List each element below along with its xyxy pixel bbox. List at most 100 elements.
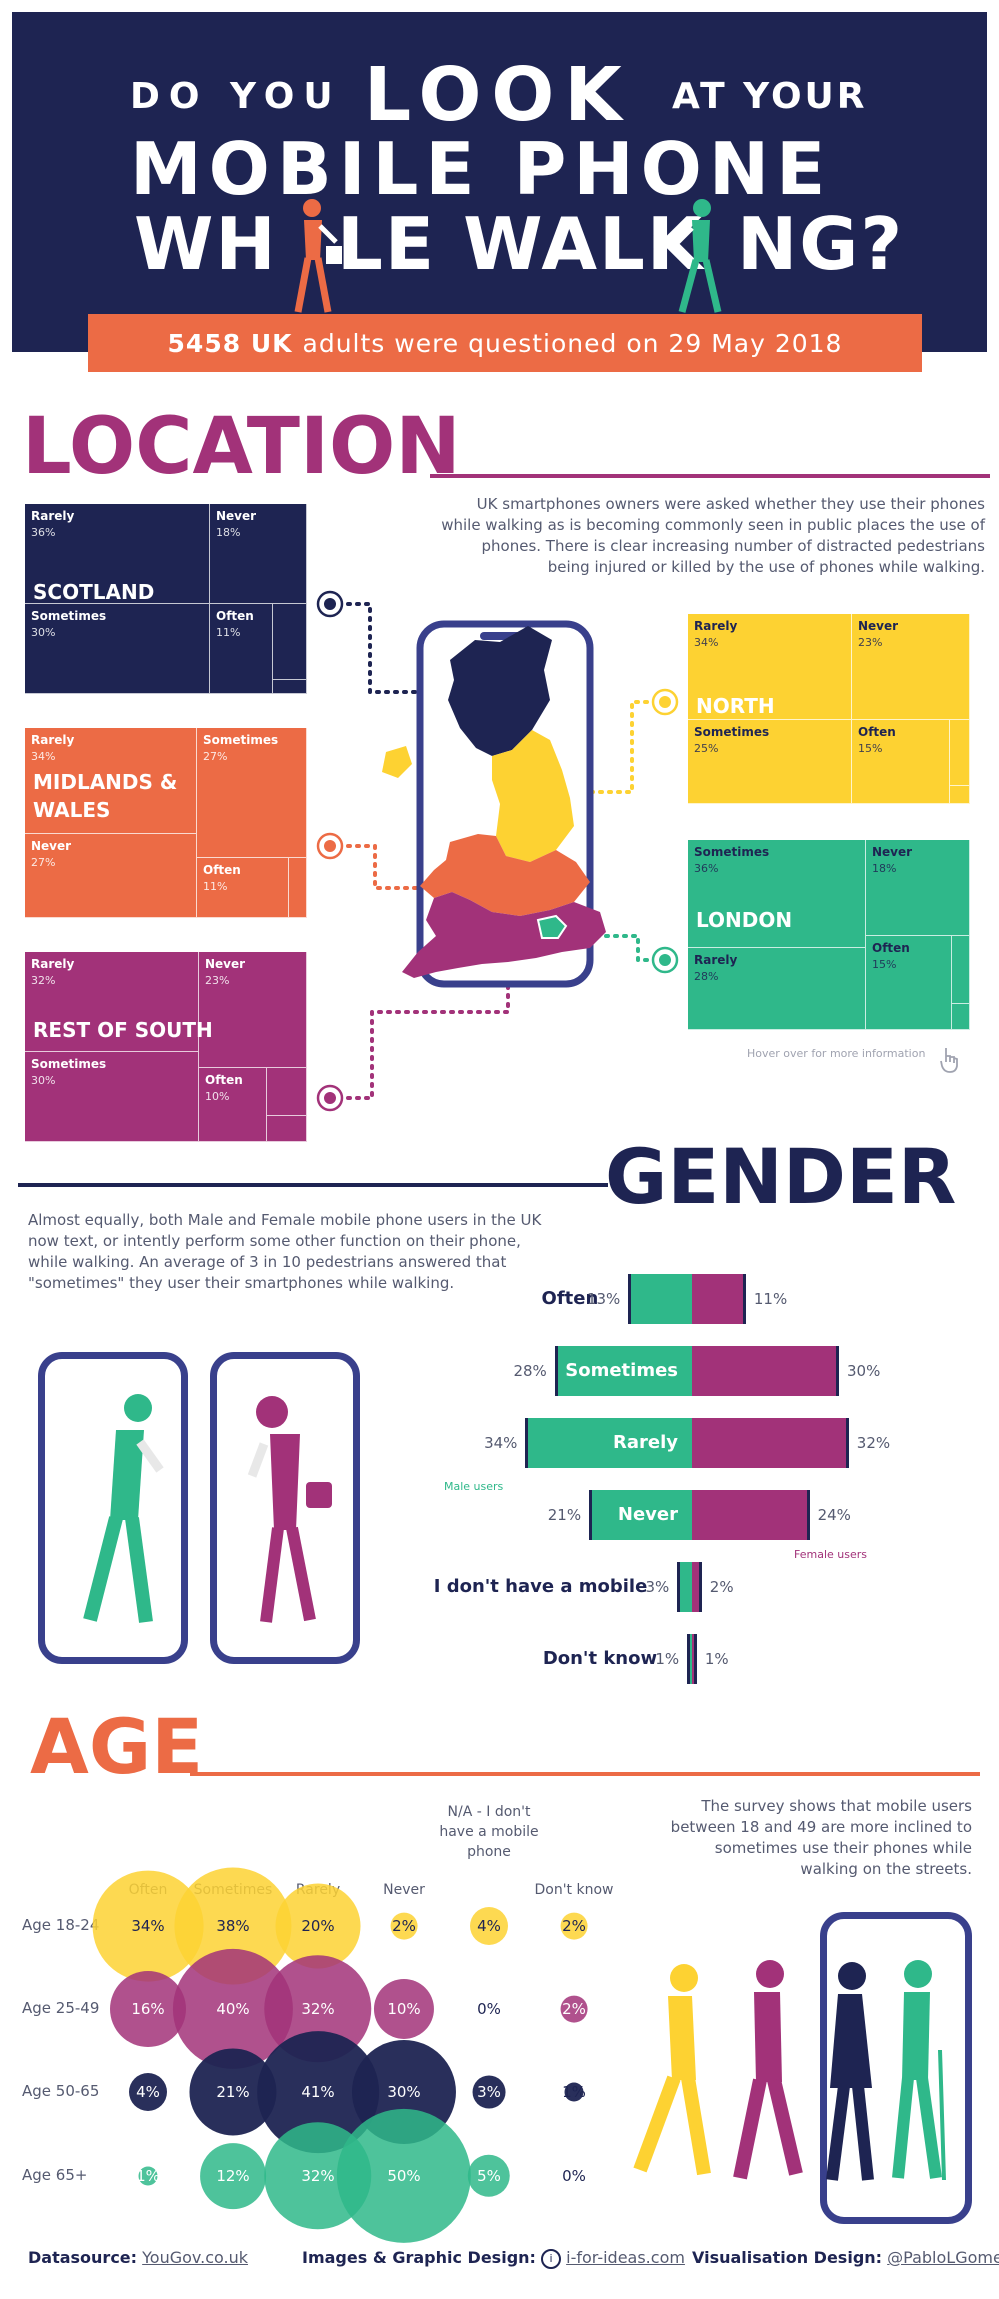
bubble-value: 12% bbox=[216, 2167, 250, 2185]
category-label: Never bbox=[617, 1504, 678, 1525]
cell-rarely[interactable]: Rarely 34% bbox=[688, 614, 852, 720]
category-label: Rarely bbox=[613, 1432, 678, 1453]
footer-visualisation: Visualisation Design: @PabloLGomez bbox=[692, 2248, 999, 2267]
cell-never[interactable]: Never 18% bbox=[210, 504, 307, 604]
cell-sometimes[interactable]: Sometimes 30% bbox=[25, 604, 210, 694]
title-at-your: AT YOUR bbox=[672, 76, 868, 117]
uk-map bbox=[316, 590, 679, 1112]
hand-pointer-icon[interactable] bbox=[938, 1044, 962, 1074]
female-bar bbox=[692, 1418, 849, 1468]
cell-sometimes[interactable]: Sometimes 36% bbox=[688, 840, 866, 948]
bubble bbox=[110, 1971, 186, 2047]
bubble bbox=[174, 1867, 292, 1985]
bubble bbox=[92, 1870, 204, 1982]
bubble bbox=[470, 1907, 508, 1945]
cell-other[interactable] bbox=[952, 936, 970, 1004]
column-header: Sometimes bbox=[193, 1882, 273, 1898]
gender-description: Almost equally, both Male and Female mob… bbox=[28, 1211, 542, 1292]
cell-other[interactable] bbox=[267, 1068, 307, 1116]
cell-other[interactable] bbox=[950, 720, 970, 786]
cell-often[interactable]: Often 11% bbox=[197, 858, 289, 918]
male-bar bbox=[677, 1562, 692, 1612]
treemap-north[interactable]: Rarely 34% Never 23% Sometimes 25% Often 15%… bbox=[688, 614, 970, 804]
title-mobile-phone: MOBILE PHONE bbox=[130, 127, 833, 211]
bubble bbox=[467, 2154, 511, 2198]
bubble-value: 40% bbox=[216, 2000, 250, 2018]
bubble bbox=[336, 2108, 472, 2244]
male-bar bbox=[687, 1634, 692, 1684]
male-walker-icon bbox=[83, 1394, 164, 1623]
cell-other-small[interactable] bbox=[950, 786, 970, 804]
category-label: Don't know bbox=[542, 1648, 658, 1669]
bubble bbox=[390, 1912, 418, 1940]
cell-sometimes[interactable]: Sometimes 30% bbox=[25, 1052, 199, 1142]
bubble-value: 32% bbox=[301, 2167, 335, 2185]
images-link[interactable]: i-for-ideas.com bbox=[566, 2248, 685, 2267]
cell-often[interactable]: Often 15% bbox=[866, 936, 952, 1030]
visualisation-link[interactable]: @PabloLGomez bbox=[887, 2248, 999, 2267]
male-bar bbox=[525, 1418, 692, 1468]
bubble bbox=[472, 2075, 506, 2109]
cell-rarely[interactable]: Rarely 36% bbox=[25, 504, 210, 604]
bubble-value: 50% bbox=[387, 2167, 421, 2185]
female-bar bbox=[692, 1562, 702, 1612]
region-name: MIDLANDS & WALES bbox=[33, 770, 178, 822]
cell-rarely[interactable]: Rarely 34% bbox=[25, 728, 197, 834]
female-walker-icon bbox=[247, 1396, 332, 1623]
female-value: 11% bbox=[753, 1290, 788, 1308]
bubble bbox=[129, 2073, 167, 2111]
cell-never[interactable]: Never 18% bbox=[866, 840, 970, 936]
bubble-value: 30% bbox=[387, 2083, 421, 2101]
cell-other-small[interactable] bbox=[273, 680, 307, 694]
female-users-legend: Female users bbox=[794, 1548, 867, 1561]
bubble-value: 20% bbox=[301, 1917, 335, 1935]
cell-rarely[interactable]: Rarely 32% bbox=[25, 952, 199, 1052]
age-group-walkers-icon bbox=[633, 1960, 946, 2181]
male-users-legend: Male users bbox=[444, 1480, 504, 1493]
treemap-london[interactable]: Sometimes 36% Never 18% Rarely 28% Often 15%… bbox=[688, 840, 970, 1030]
age-description: The survey shows that mobile users betwe… bbox=[670, 1797, 972, 1878]
region-name: SCOTLAND bbox=[33, 580, 155, 604]
title-ng: NG? bbox=[737, 202, 905, 286]
male-value: 1% bbox=[655, 1650, 680, 1668]
bubble bbox=[138, 2166, 158, 2186]
cell-other[interactable] bbox=[273, 604, 307, 680]
bubble-value: 2% bbox=[392, 1917, 416, 1935]
treemap-midlands-wales[interactable]: Rarely 34% Sometimes 27% Never 27% Often 11%… bbox=[25, 728, 307, 918]
bubble bbox=[264, 1955, 372, 2063]
header-banner: DO YOU LOOK AT YOUR MOBILE PHONE WH LE W… bbox=[12, 12, 987, 352]
female-value: 24% bbox=[817, 1506, 851, 1524]
subtitle-count: 5458 UK bbox=[167, 328, 293, 358]
walking-man-icon bbox=[674, 199, 722, 313]
bubble bbox=[560, 1995, 588, 2023]
cell-other[interactable] bbox=[289, 858, 307, 918]
cell-often[interactable]: Often 10% bbox=[199, 1068, 267, 1142]
cell-rarely[interactable]: Rarely 28% bbox=[688, 948, 866, 1030]
bubble bbox=[264, 2122, 372, 2230]
category-label: Often bbox=[541, 1288, 599, 1309]
row-header: Age 65+ bbox=[22, 2166, 88, 2184]
treemap-rest-of-south[interactable]: Rarely 32% Never 23% Sometimes 30% Often 10%… bbox=[25, 952, 307, 1142]
cell-never[interactable]: Never 23% bbox=[199, 952, 307, 1068]
cell-sometimes[interactable]: Sometimes 25% bbox=[688, 720, 852, 804]
cell-often[interactable]: Often 11% bbox=[210, 604, 273, 694]
cell-sometimes[interactable]: Sometimes 27% bbox=[197, 728, 307, 858]
cell-never[interactable]: Never 23% bbox=[852, 614, 970, 720]
age-title: AGE bbox=[30, 1702, 204, 1791]
male-bar bbox=[628, 1274, 692, 1324]
datasource-link[interactable]: YouGov.co.uk bbox=[142, 2248, 249, 2267]
male-value: 34% bbox=[484, 1434, 518, 1452]
category-label: Sometimes bbox=[565, 1360, 678, 1381]
male-value: 28% bbox=[513, 1362, 547, 1380]
cell-often[interactable]: Often 15% bbox=[852, 720, 950, 804]
cell-other-small[interactable] bbox=[267, 1116, 307, 1142]
cell-other-small[interactable] bbox=[952, 1004, 970, 1030]
cell-never[interactable]: Never 27% bbox=[25, 834, 197, 918]
walking-woman-icon bbox=[294, 199, 342, 313]
bubble-value: 2% bbox=[562, 1917, 586, 1935]
info-icon: i bbox=[541, 2248, 562, 2269]
row-header: Age 50-65 bbox=[22, 2082, 100, 2100]
bubble-value: 0% bbox=[477, 2000, 501, 2018]
female-bar bbox=[692, 1274, 746, 1324]
treemap-scotland[interactable]: Rarely 36% Never 18% Sometimes 30% Often 11%… bbox=[25, 504, 307, 694]
